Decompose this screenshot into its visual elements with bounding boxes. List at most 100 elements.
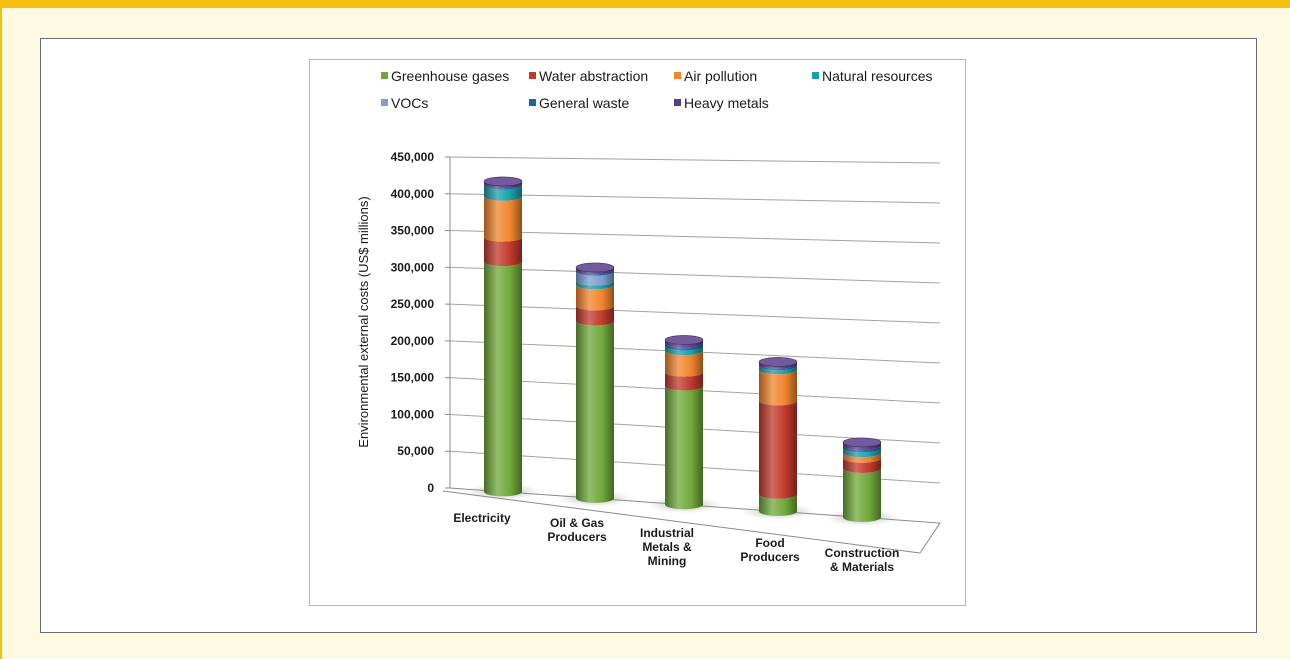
- bars: [466, 176, 899, 526]
- bar-segment-general-waste: [759, 364, 797, 371]
- legend: Greenhouse gases Water abstraction Air pol…: [381, 68, 933, 111]
- bar-segment-natural-resources: [665, 346, 703, 356]
- y-axis-title: Environmental external costs (US$ millio…: [356, 196, 371, 447]
- y-tick-label: 400,000: [391, 187, 435, 201]
- y-axis-title-group: Environmental external costs (US$ millio…: [356, 196, 371, 447]
- y-tick-label: 150,000: [391, 371, 435, 385]
- y-tick-label: 100,000: [391, 407, 435, 421]
- category-label-1: Electricity: [453, 511, 511, 525]
- top-accent-bar: [0, 0, 1290, 8]
- legend-label: Natural resources: [822, 68, 933, 84]
- bar-segment-greenhouse-gases: [843, 468, 881, 522]
- legend-label: Greenhouse gases: [391, 68, 509, 84]
- category-label-line: Oil & Gas: [550, 516, 604, 530]
- floor-front-edge: [442, 490, 921, 554]
- category-label-line: Industrial: [640, 526, 694, 540]
- bar-segment-water-abstraction: [484, 237, 522, 267]
- category-label-2: Oil & Gas Producers: [547, 516, 607, 544]
- category-label-line: Producers: [547, 530, 607, 544]
- y-tick-label: 450,000: [391, 150, 435, 164]
- bar-segment-natural-resources: [759, 365, 797, 375]
- category-label-line: Construction: [825, 546, 900, 560]
- bar-food-producers: [741, 357, 815, 520]
- bar-top-cap: [575, 262, 615, 273]
- bar-segment-natural-resources: [484, 185, 522, 201]
- bar-top-cap: [664, 335, 704, 345]
- x-axis-categories: Electricity Oil & Gas Producers Industrial M…: [453, 511, 899, 574]
- bar-segment-natural-resources: [576, 281, 614, 290]
- bar-segment-greenhouse-gases: [665, 385, 703, 510]
- bar-segment-general-waste: [665, 343, 703, 351]
- category-label-line: Electricity: [453, 511, 511, 525]
- legend-label: General waste: [539, 95, 629, 111]
- bar-segment-water-abstraction: [759, 400, 797, 499]
- gridline: [449, 156, 941, 164]
- bar-segment-heavy-metals: [484, 181, 522, 189]
- bar-electricity: [466, 176, 540, 501]
- legend-swatch: [812, 72, 819, 79]
- bar-segment-greenhouse-gases: [759, 494, 797, 516]
- bar-segment-general-waste: [843, 445, 881, 453]
- bar-segment-heavy-metals: [576, 267, 614, 275]
- bar-segment-air-pollution: [484, 196, 522, 242]
- bar-segment-heavy-metals: [759, 361, 797, 369]
- category-label-line: Food: [755, 536, 784, 550]
- gridline: [449, 266, 941, 284]
- category-label-line: Metals &: [642, 540, 692, 554]
- y-tick-label: 0: [427, 481, 434, 495]
- gridline: [449, 230, 941, 244]
- category-label-line: Producers: [740, 550, 800, 564]
- bar-industrial-metals-mining: [647, 335, 721, 514]
- legend-item-heavy-metals: Heavy metals: [674, 95, 769, 111]
- bar-oil-gas-producers: [558, 262, 632, 507]
- bar-segment-vocs: [576, 271, 614, 286]
- category-label-line: & Materials: [830, 560, 894, 574]
- y-tick-label: 350,000: [391, 224, 435, 238]
- gridline: [449, 303, 941, 324]
- legend-label: Air pollution: [684, 68, 757, 84]
- bar-top-cap: [842, 437, 882, 448]
- left-accent-rule: [0, 8, 2, 659]
- bar-segment-greenhouse-gases: [576, 321, 614, 503]
- bar-segment-air-pollution: [843, 452, 881, 463]
- category-label-3: Industrial Metals & Mining: [640, 526, 694, 568]
- bar-segment-general-waste: [484, 183, 522, 190]
- bar-segment-heavy-metals: [665, 339, 703, 348]
- bar-segment-water-abstraction: [576, 305, 614, 326]
- y-tick-label: 200,000: [391, 334, 435, 348]
- bar-segment-air-pollution: [665, 350, 703, 377]
- bar-segment-greenhouse-gases: [484, 261, 522, 497]
- bar-segment-heavy-metals: [843, 442, 881, 451]
- bar-top-cap: [483, 176, 523, 187]
- legend-swatch: [674, 72, 681, 79]
- bar-segment-water-abstraction: [665, 372, 703, 391]
- legend-label: Water abstraction: [539, 68, 648, 84]
- bar-construction-materials: [825, 437, 899, 526]
- bar-segment-general-waste: [576, 269, 614, 276]
- legend-item-vocs: VOCs: [381, 95, 428, 111]
- bar-segment-air-pollution: [759, 369, 797, 406]
- legend-label: Heavy metals: [684, 95, 769, 111]
- y-tick-label: 50,000: [397, 444, 434, 458]
- legend-swatch: [381, 99, 388, 106]
- legend-item-natural-resources: Natural resources: [812, 68, 933, 84]
- category-label-4: Food Producers: [740, 536, 800, 564]
- legend-swatch: [674, 99, 681, 106]
- y-tick-label: 300,000: [391, 260, 435, 274]
- bar-segment-air-pollution: [576, 284, 614, 311]
- legend-swatch: [381, 72, 388, 79]
- legend-swatch: [529, 99, 536, 106]
- category-label-5: Construction & Materials: [825, 546, 900, 574]
- y-axis-ticks: 0 50,000 100,000 150,000 200,000 250,000 300,0…: [391, 150, 450, 495]
- legend-item-general-waste: General waste: [529, 95, 629, 111]
- legend-item-air-pollution: Air pollution: [674, 68, 757, 84]
- bar-top-cap: [758, 357, 798, 367]
- legend-item-water-abstraction: Water abstraction: [529, 68, 648, 84]
- gridline: [449, 193, 941, 204]
- legend-swatch: [529, 72, 536, 79]
- legend-label: VOCs: [391, 95, 428, 111]
- legend-item-greenhouse-gases: Greenhouse gases: [381, 68, 509, 84]
- category-label-line: Mining: [648, 554, 687, 568]
- y-tick-label: 250,000: [391, 297, 435, 311]
